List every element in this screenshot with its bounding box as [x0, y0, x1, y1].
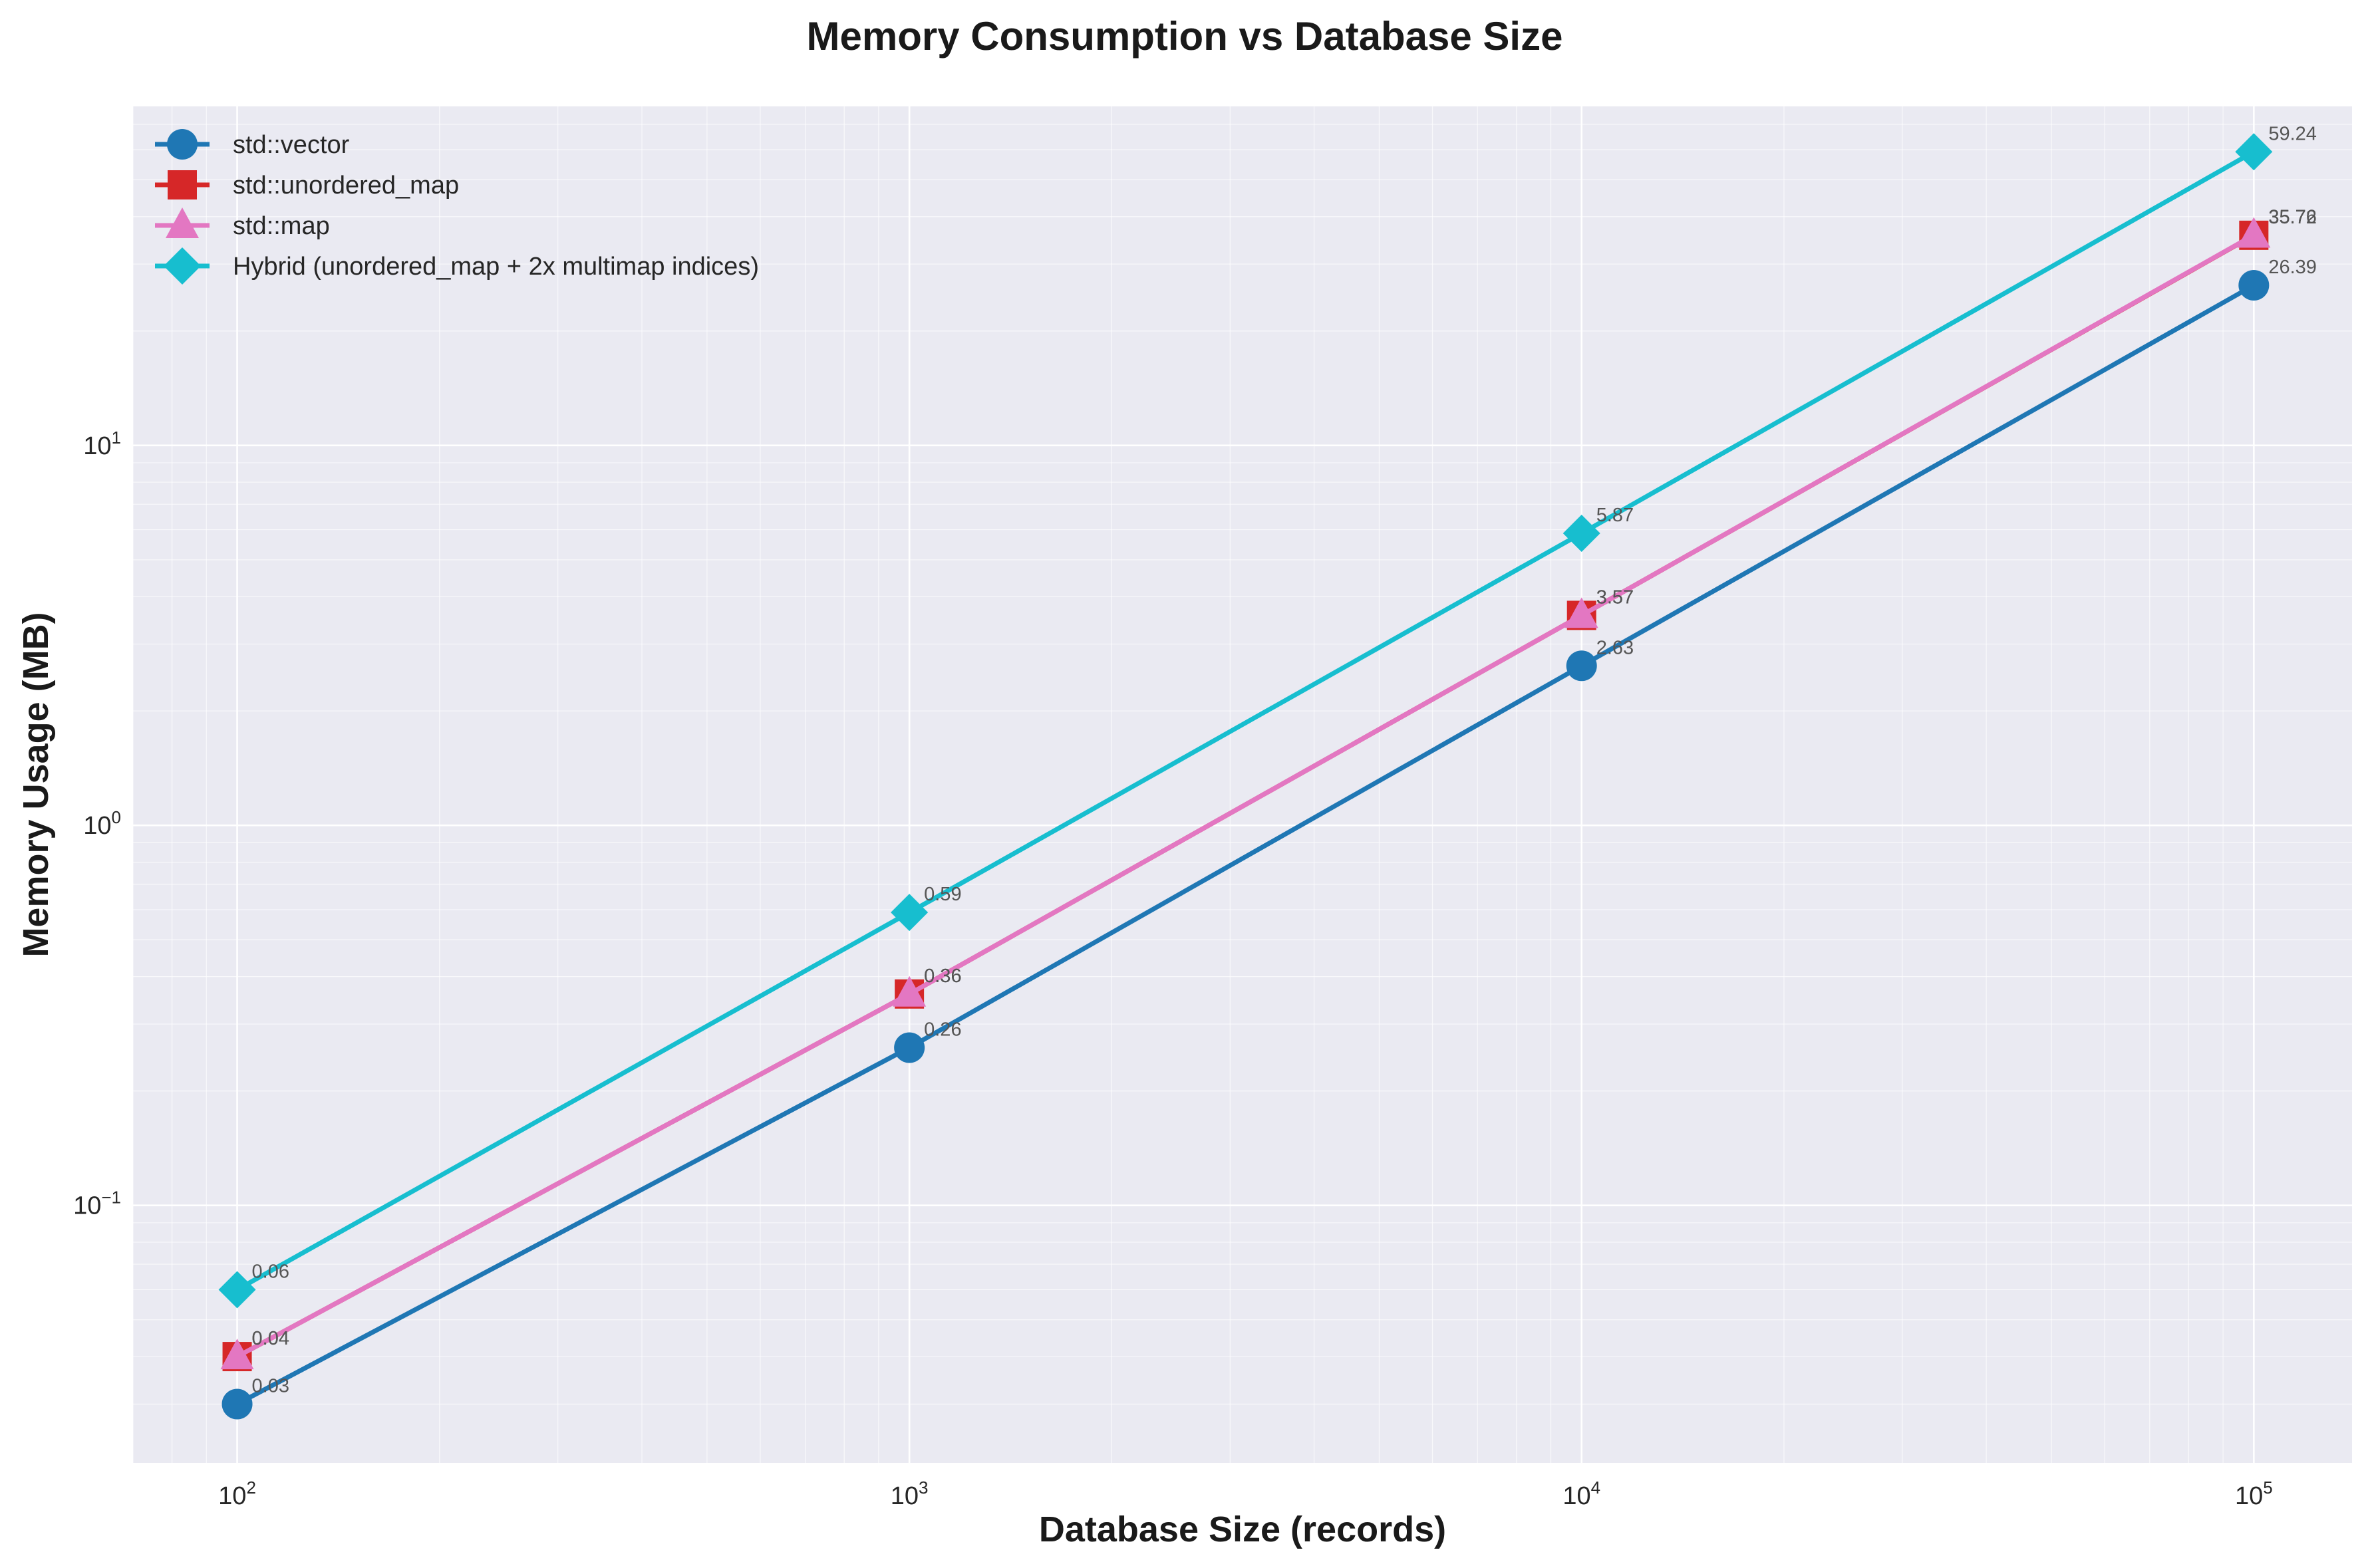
data-point [1566, 650, 1597, 682]
data-point [220, 1339, 254, 1370]
chart-title: Memory Consumption vs Database Size [807, 14, 1563, 59]
data-label: 0.36 [924, 966, 961, 987]
y-tick-label: 100 [83, 807, 121, 840]
x-tick-label: 104 [1562, 1478, 1600, 1510]
data-point [2238, 269, 2270, 301]
minor-grid [132, 106, 2352, 1463]
legend-label: std::unordered_map [233, 172, 459, 199]
data-point [2235, 133, 2273, 171]
y-tick-label: 101 [83, 428, 121, 460]
data-point [894, 1032, 925, 1063]
legend-marker [167, 129, 198, 160]
major-grid [133, 106, 2352, 1463]
data-point [222, 1388, 253, 1420]
data-label: 0.03 [252, 1375, 289, 1396]
data-label: 0.59 [924, 884, 961, 905]
data-label: 26.39 [2268, 257, 2317, 278]
series-hybrid-unordered-map-2x-multimap-indices [218, 133, 2273, 1309]
series-std-map [220, 217, 2271, 1370]
data-label: 3.57 [1596, 587, 1634, 608]
series-layer [218, 133, 2273, 1420]
data-label: 2.63 [1596, 637, 1634, 658]
y-axis-label: Memory Usage (MB) [16, 612, 56, 957]
x-axis-label: Database Size (records) [1039, 1509, 1446, 1549]
legend-marker [168, 170, 197, 199]
legend: std::vectorstd::unordered_mapstd::mapHyb… [155, 129, 759, 285]
data-label: 0.04 [252, 1328, 289, 1349]
legend-marker [166, 207, 199, 238]
series-line [235, 283, 2256, 1406]
x-tick-label: 105 [2235, 1478, 2273, 1510]
legend-item: Hybrid (unordered_map + 2x multimap indi… [155, 247, 759, 285]
data-label: 35.72 [2268, 207, 2317, 228]
legend-marker [164, 247, 201, 285]
y-axis-ticks: 10−1 100 101 [73, 428, 121, 1220]
data-label: 5.87 [1596, 505, 1634, 526]
data-point [891, 894, 929, 932]
series-line [235, 233, 2256, 1359]
plot-area [133, 106, 2352, 1463]
data-point [893, 976, 927, 1007]
data-label: 3.57 [1596, 587, 1634, 608]
legend-label: std::vector [233, 131, 350, 159]
data-label: 0.26 [924, 1019, 961, 1041]
x-tick-label: 103 [891, 1478, 929, 1510]
data-point [218, 1271, 256, 1309]
legend-item: std::unordered_map [155, 170, 459, 199]
legend-item: std::map [155, 207, 330, 240]
y-tick-label: 10−1 [73, 1188, 121, 1220]
data-label: 0.36 [924, 966, 961, 987]
data-labels: 0.030.262.6326.390.040.363.5735.720.040.… [252, 123, 2317, 1396]
x-tick-label: 102 [218, 1478, 256, 1510]
series-std-vector [222, 269, 2270, 1420]
legend-item: std::vector [155, 129, 350, 160]
legend-label: std::map [233, 212, 330, 240]
legend-label: Hybrid (unordered_map + 2x multimap indi… [233, 253, 759, 281]
data-label: 0.06 [252, 1261, 289, 1282]
data-point [1564, 597, 1598, 628]
data-label: 59.24 [2268, 123, 2317, 144]
data-point [2237, 217, 2271, 248]
x-axis-ticks: 102 103 104 105 [218, 1478, 2273, 1510]
series-line [235, 150, 2256, 1292]
data-label: 0.04 [252, 1328, 289, 1349]
data-point [1562, 514, 1600, 552]
data-label: 35.76 [2268, 207, 2317, 228]
